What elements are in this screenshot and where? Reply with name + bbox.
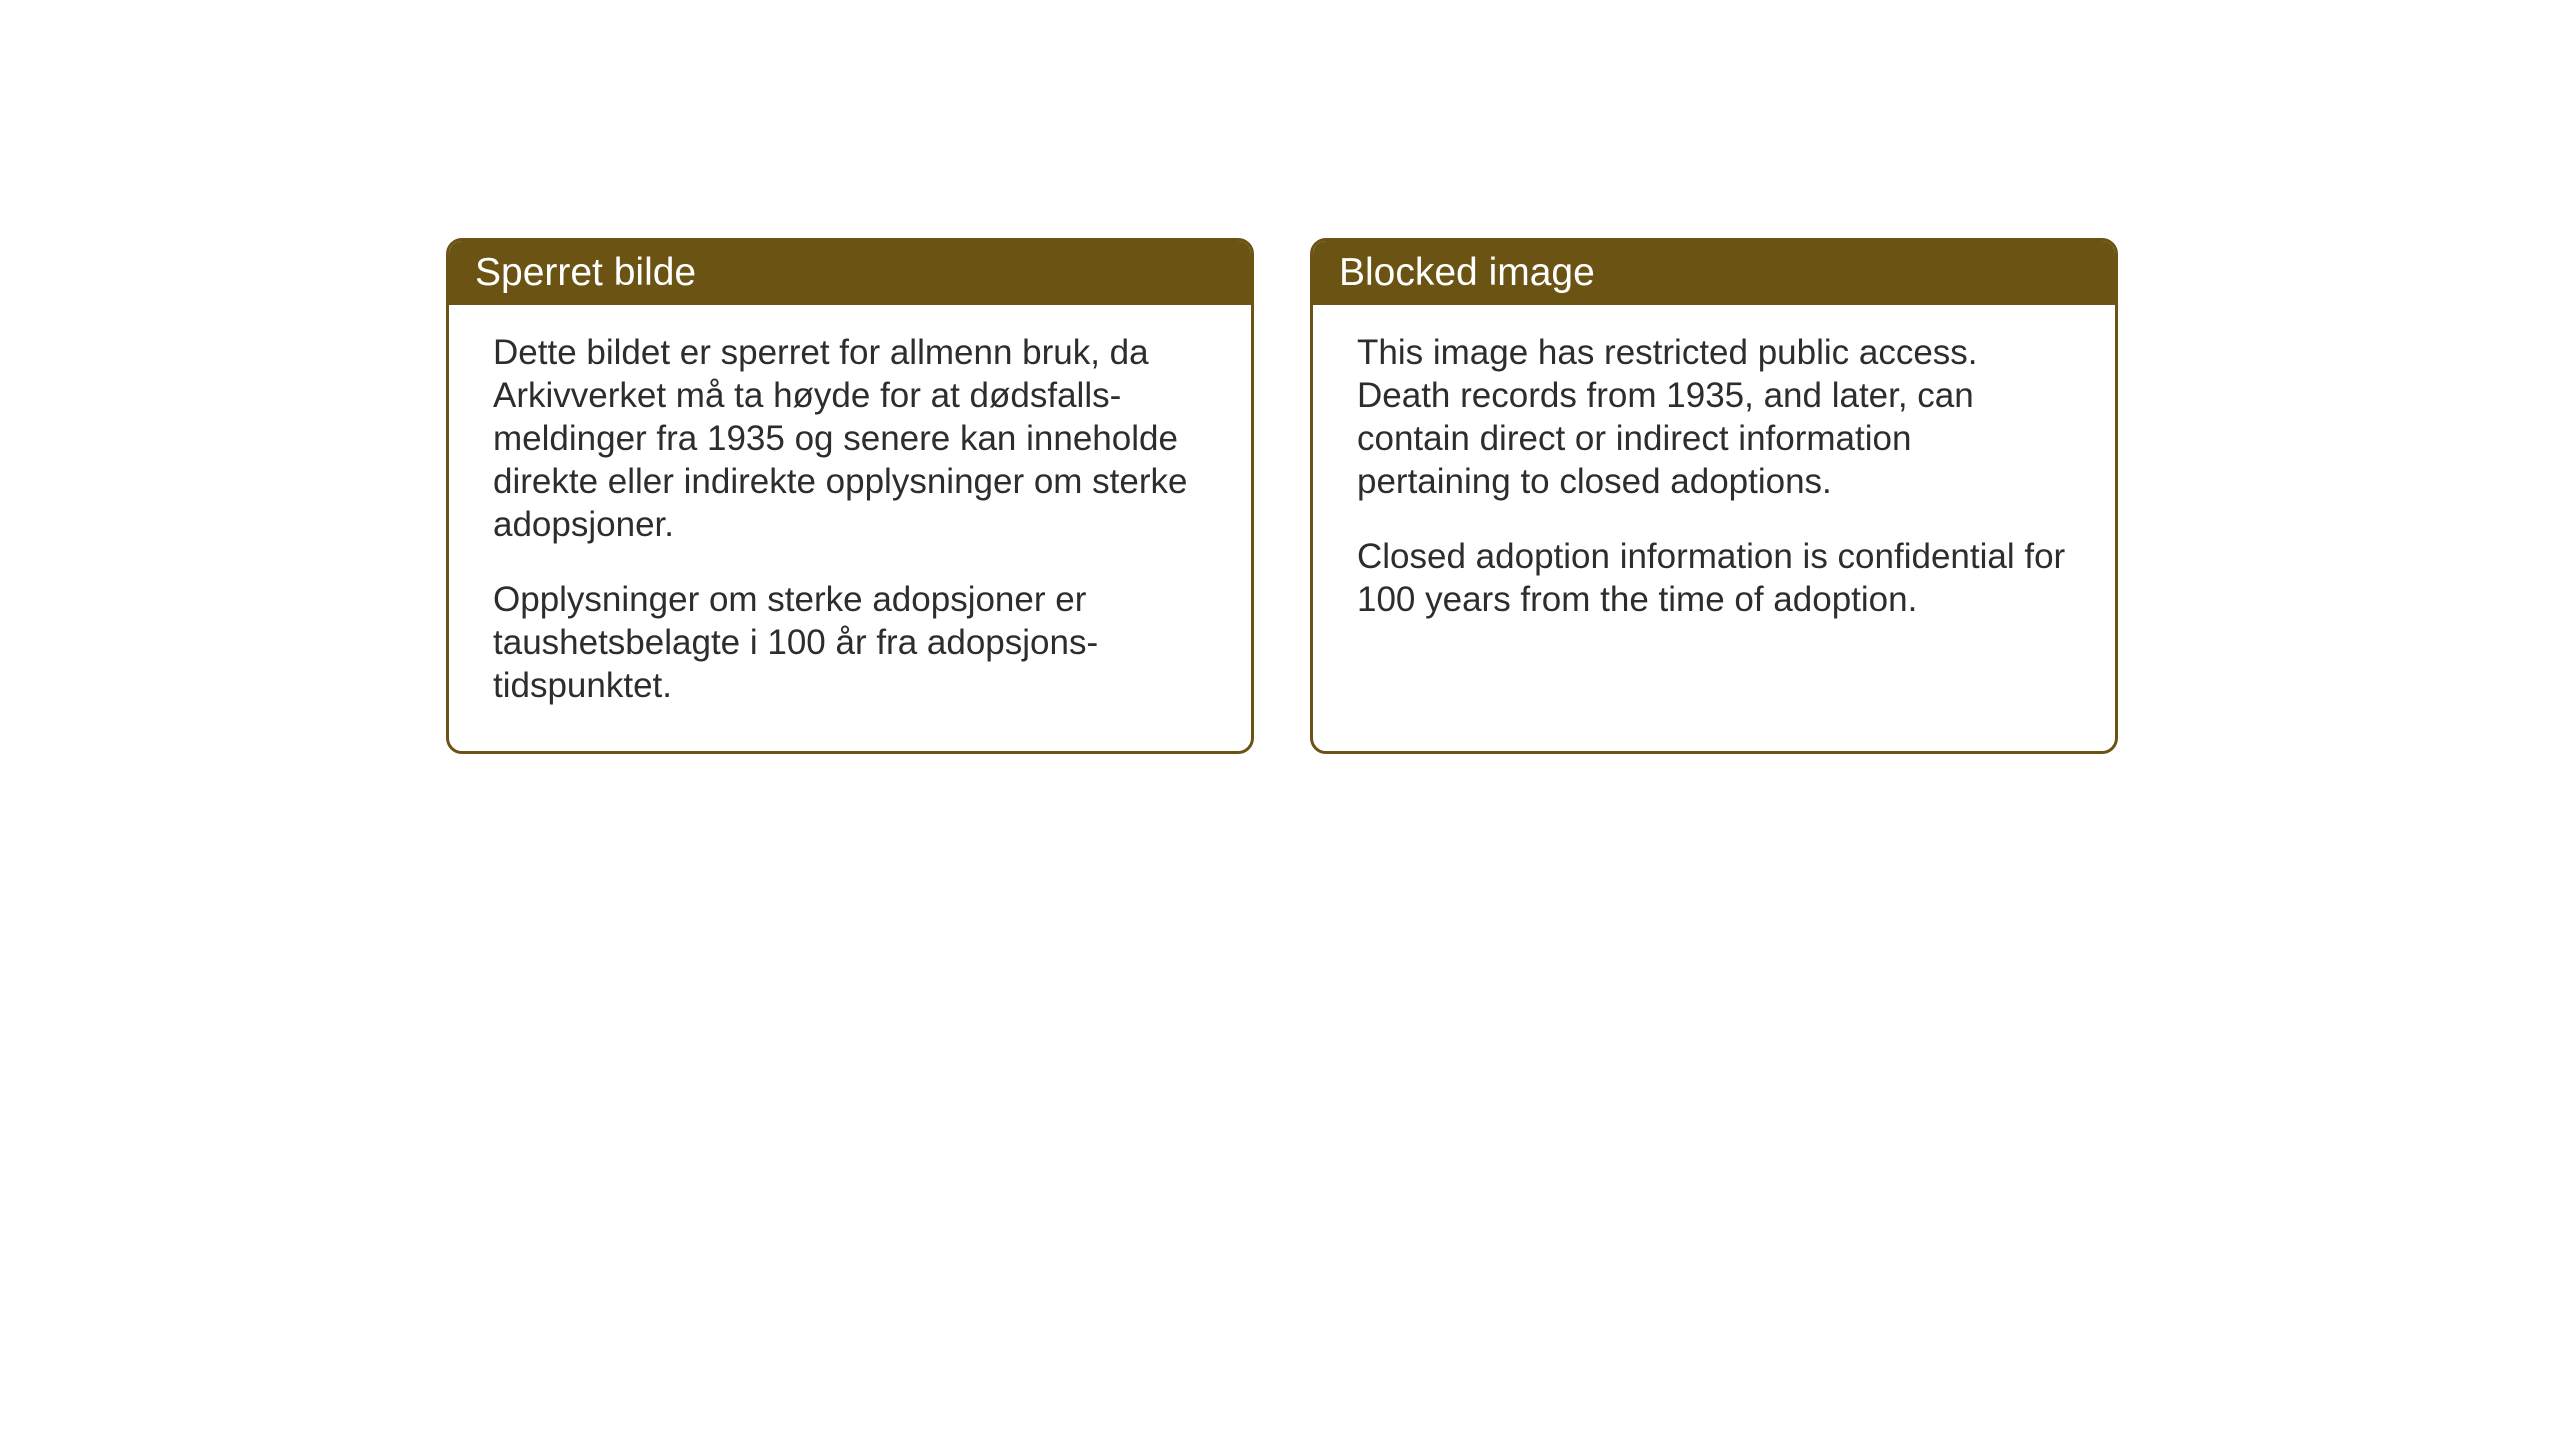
card-body-norwegian: Dette bildet er sperret for allmenn bruk… bbox=[449, 305, 1251, 751]
card-title-english: Blocked image bbox=[1339, 251, 1595, 294]
notice-card-english: Blocked image This image has restricted … bbox=[1310, 238, 2118, 754]
card-paragraph-2-norwegian: Opplysninger om sterke adopsjoner er tau… bbox=[493, 578, 1207, 707]
card-header-english: Blocked image bbox=[1313, 241, 2115, 305]
card-header-norwegian: Sperret bilde bbox=[449, 241, 1251, 305]
notice-container: Sperret bilde Dette bildet er sperret fo… bbox=[446, 238, 2118, 754]
card-title-norwegian: Sperret bilde bbox=[475, 251, 696, 294]
notice-card-norwegian: Sperret bilde Dette bildet er sperret fo… bbox=[446, 238, 1254, 754]
card-paragraph-2-english: Closed adoption information is confident… bbox=[1357, 535, 2071, 621]
card-body-english: This image has restricted public access.… bbox=[1313, 305, 2115, 665]
card-paragraph-1-norwegian: Dette bildet er sperret for allmenn bruk… bbox=[493, 331, 1207, 546]
card-paragraph-1-english: This image has restricted public access.… bbox=[1357, 331, 2071, 503]
